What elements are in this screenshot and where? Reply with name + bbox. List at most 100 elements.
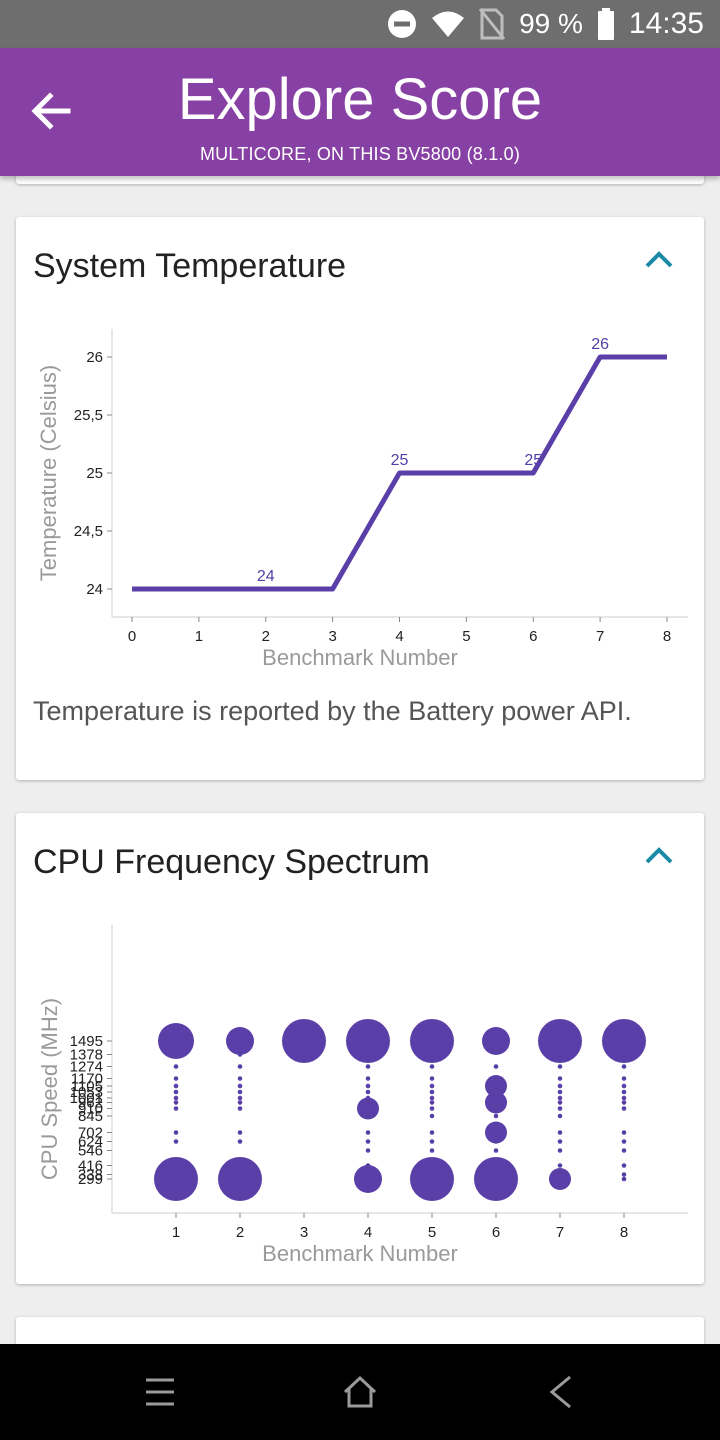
chevron-up-icon[interactable] bbox=[644, 249, 674, 269]
frequency-bubble bbox=[218, 1157, 262, 1201]
frequency-bubble bbox=[493, 1064, 499, 1069]
frequency-bubble bbox=[493, 1148, 499, 1153]
frequency-bubble bbox=[154, 1157, 198, 1201]
y-tick-label: 416 bbox=[78, 1158, 103, 1175]
frequency-bubble bbox=[158, 1023, 194, 1059]
frequency-bubble bbox=[493, 1106, 499, 1111]
frequency-bubble bbox=[173, 1106, 179, 1111]
frequency-bubble bbox=[365, 1089, 371, 1095]
frequency-bubble bbox=[365, 1064, 371, 1069]
frequency-bubble bbox=[621, 1106, 627, 1111]
frequency-bubble bbox=[429, 1095, 435, 1101]
frequency-bubble bbox=[602, 1019, 646, 1063]
frequency-bubble bbox=[237, 1064, 243, 1069]
frequency-bubble bbox=[237, 1106, 243, 1111]
y-tick-label: 910 bbox=[78, 1101, 103, 1118]
frequency-bubble bbox=[173, 1139, 179, 1144]
home-icon[interactable] bbox=[340, 1374, 380, 1410]
x-tick-label: 0 bbox=[128, 628, 136, 645]
frequency-bubble bbox=[557, 1076, 563, 1081]
frequency-bubble bbox=[173, 1089, 179, 1095]
chevron-up-icon[interactable] bbox=[644, 845, 674, 865]
y-tick-label: 338 bbox=[78, 1167, 103, 1184]
frequency-bubble bbox=[538, 1019, 582, 1063]
frequency-bubble bbox=[346, 1019, 390, 1063]
y-tick-label: 702 bbox=[78, 1125, 103, 1142]
temperature-chart: 24 24,5 25 25,5 26 0 1 2 3 4 5 6 7 8 Benchmark Number T… bbox=[36, 329, 688, 670]
cpu-frequency-card: CPU Frequency Spectrum 1495 1378 1274 1170 1… bbox=[16, 813, 704, 1284]
x-tick-label: 8 bbox=[663, 628, 671, 645]
y-tick-label: 25 bbox=[86, 465, 103, 482]
x-tick-label: 7 bbox=[556, 1224, 564, 1241]
frequency-bubble bbox=[621, 1083, 627, 1089]
y-tick-label: 1495 bbox=[70, 1033, 103, 1050]
frequency-bubble bbox=[549, 1168, 571, 1190]
app-bar: Explore Score MULTICORE, ON THIS BV5800 … bbox=[0, 48, 720, 176]
frequency-bubble bbox=[173, 1130, 179, 1135]
x-tick-label: 3 bbox=[328, 628, 336, 645]
frequency-bubble bbox=[429, 1113, 435, 1119]
clock: 14:35 bbox=[628, 7, 704, 40]
frequency-bubble bbox=[226, 1027, 254, 1055]
frequency-bubble bbox=[482, 1027, 510, 1055]
frequency-bubble bbox=[621, 1148, 627, 1153]
x-tick-label: 4 bbox=[364, 1224, 372, 1241]
frequency-bubble bbox=[621, 1076, 627, 1081]
x-tick-label: 6 bbox=[529, 628, 537, 645]
no-sim-icon bbox=[479, 8, 506, 40]
y-tick-label: 1170 bbox=[71, 1071, 103, 1088]
frequency-bubble bbox=[621, 1176, 627, 1182]
frequency-bubble bbox=[237, 1076, 243, 1081]
frequency-bubble bbox=[485, 1121, 507, 1144]
frequency-bubble bbox=[429, 1130, 435, 1135]
x-tick-label: 8 bbox=[620, 1224, 628, 1241]
recents-menu-icon[interactable] bbox=[140, 1374, 180, 1410]
frequency-bubble bbox=[237, 1100, 243, 1105]
frequency-bubble bbox=[429, 1076, 435, 1081]
data-label: 25 bbox=[391, 452, 409, 469]
wifi-icon bbox=[432, 11, 465, 37]
do-not-disturb-icon bbox=[388, 10, 417, 38]
y-tick-label: 1001 bbox=[70, 1090, 103, 1107]
back-arrow-icon[interactable] bbox=[30, 90, 72, 132]
frequency-bubble bbox=[410, 1019, 454, 1063]
frequency-bubble bbox=[429, 1100, 435, 1105]
cpu-card-title: CPU Frequency Spectrum bbox=[33, 843, 430, 881]
back-icon[interactable] bbox=[540, 1374, 580, 1410]
frequency-bubble bbox=[621, 1064, 627, 1069]
frequency-bubble bbox=[621, 1163, 627, 1168]
frequency-bubble bbox=[365, 1148, 371, 1153]
frequency-bubble bbox=[237, 1130, 243, 1135]
frequency-bubble bbox=[357, 1097, 379, 1120]
temperature-card-title: System Temperature bbox=[33, 247, 347, 285]
frequency-bubble bbox=[474, 1157, 518, 1201]
x-tick-label: 5 bbox=[462, 628, 470, 645]
frequency-bubble bbox=[557, 1083, 563, 1089]
y-tick-label: 624 bbox=[78, 1134, 103, 1151]
data-label: 25 bbox=[524, 452, 542, 469]
frequency-bubble bbox=[557, 1163, 563, 1168]
frequency-bubble bbox=[237, 1052, 243, 1057]
y-tick-label: 299 bbox=[78, 1171, 103, 1188]
frequency-bubble bbox=[485, 1091, 507, 1114]
frequency-bubble bbox=[410, 1157, 454, 1201]
frequency-bubble bbox=[282, 1019, 326, 1063]
x-axis-title: Benchmark Number bbox=[262, 1241, 458, 1266]
frequency-bubble bbox=[173, 1064, 179, 1069]
y-tick-label: 26 bbox=[86, 349, 103, 366]
frequency-bubble bbox=[557, 1106, 563, 1111]
y-tick-label: 1274 bbox=[70, 1059, 103, 1076]
frequency-bubble bbox=[621, 1089, 627, 1095]
battery-icon bbox=[597, 8, 614, 40]
frequency-bubble bbox=[621, 1052, 627, 1057]
frequency-bubble bbox=[429, 1083, 435, 1089]
y-tick-label: 962 bbox=[78, 1095, 103, 1112]
frequency-bubble bbox=[621, 1100, 627, 1105]
data-label: 26 bbox=[591, 336, 609, 353]
frequency-bubble bbox=[557, 1052, 563, 1057]
x-tick-label: 5 bbox=[428, 1224, 436, 1241]
frequency-bubble bbox=[557, 1130, 563, 1135]
cpu-frequency-chart: 1495137812741170110510531001962910845702… bbox=[37, 925, 688, 1266]
frequency-bubble bbox=[365, 1130, 371, 1135]
x-tick-label: 4 bbox=[395, 628, 403, 645]
